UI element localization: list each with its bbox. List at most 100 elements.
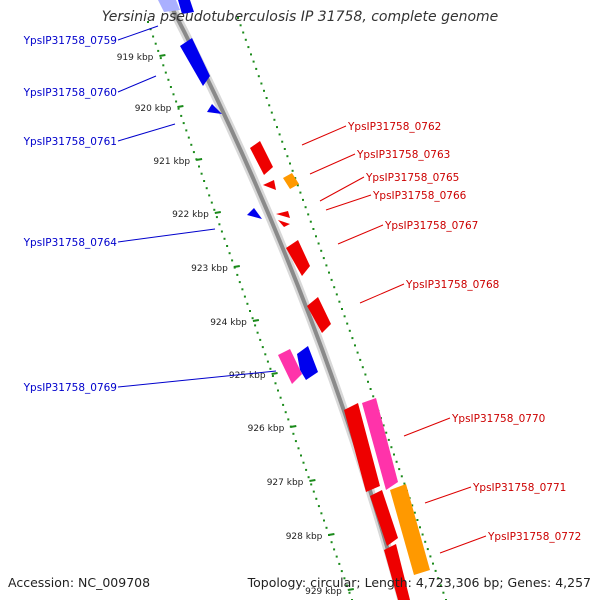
scale-dot <box>265 97 268 99</box>
scale-dot <box>261 346 264 349</box>
scale-dot <box>335 293 338 296</box>
scale-dot <box>385 431 388 434</box>
scale-dot <box>442 591 445 594</box>
scale-dot <box>297 447 300 450</box>
scale-dot <box>341 308 343 310</box>
scale-dot <box>310 483 313 486</box>
gene-label-ypsip31758_0767: YpsIP31758_0767 <box>384 220 478 232</box>
scale-dot <box>157 49 160 52</box>
scale-dot <box>345 584 348 587</box>
scale-dot <box>256 331 259 334</box>
scale-dot <box>395 460 398 463</box>
scale-dot <box>278 133 281 136</box>
scale-dot <box>263 89 265 92</box>
scale-dot <box>259 338 262 341</box>
gene-leader-line <box>117 25 159 41</box>
kbp-tick-mark <box>328 533 335 536</box>
scale-dot <box>177 107 180 110</box>
scale-dot <box>398 468 401 471</box>
scale-dot <box>279 396 282 399</box>
kbp-tick-label: 927 kbp <box>267 478 304 488</box>
scale-dot <box>429 555 432 558</box>
scale-dot <box>149 28 152 31</box>
kbp-tick-label: 928 kbp <box>286 532 323 542</box>
gene-leader-line <box>309 153 356 175</box>
scale-dot <box>228 252 231 255</box>
gene-label-ypsip31758_0760: YpsIP31758_0760 <box>23 87 117 99</box>
scale-dot <box>252 60 255 63</box>
scale-dot <box>351 337 354 340</box>
scale-dot <box>294 440 297 443</box>
scale-dot <box>333 548 336 551</box>
kbp-tick-label: 923 kbp <box>191 264 228 274</box>
scale-dot <box>152 35 155 38</box>
gene-ypsip31758-0762 <box>250 141 273 175</box>
scale-dot <box>250 53 252 56</box>
scale-dot <box>220 230 223 233</box>
scale-dot <box>287 418 290 421</box>
scale-dot <box>147 21 149 23</box>
scale-dot <box>198 165 200 168</box>
scale-dot <box>185 129 188 132</box>
scale-dot <box>302 461 305 464</box>
scale-dot <box>175 100 178 103</box>
gene-ypsip31758-0760 <box>180 38 210 86</box>
gene-ypsip31758-0772-b <box>384 544 410 600</box>
gene-leader-line <box>424 486 472 504</box>
scale-dot <box>241 288 244 291</box>
scale-dot <box>400 475 403 478</box>
scale-dot <box>317 242 320 245</box>
scale-dot <box>343 315 346 318</box>
scale-dot <box>346 322 349 325</box>
kbp-tick-mark <box>159 54 166 57</box>
gene-label-ypsip31758_0764: YpsIP31758_0764 <box>23 237 118 249</box>
scale-dot <box>257 75 260 78</box>
scale-dot <box>239 24 242 27</box>
scale-dot <box>246 302 249 305</box>
scale-dot <box>180 114 183 117</box>
scale-dot <box>315 497 318 500</box>
scale-dot <box>274 382 277 385</box>
scale-dot <box>304 206 307 209</box>
gene-pink-pseudo <box>278 349 302 384</box>
scale-dot <box>210 201 213 204</box>
topology-label: Topology: circular; Length: 4,723,306 bp… <box>247 575 591 590</box>
scale-dot <box>251 317 254 320</box>
scale-dot <box>421 533 424 536</box>
gene-leader-line <box>117 123 176 142</box>
scale-dot <box>244 38 247 41</box>
scale-dot <box>270 111 273 114</box>
kbp-tick-label: 929 kbp <box>305 587 342 597</box>
scale-dot <box>255 67 258 70</box>
gene-ypsip31758-0770-b <box>362 398 398 490</box>
scale-dot <box>159 57 162 60</box>
outer-scale-line <box>237 17 447 600</box>
scale-dot <box>317 505 320 508</box>
scale-dot <box>333 286 336 289</box>
scale-dot <box>372 395 375 398</box>
scale-dot <box>338 300 341 303</box>
gene-ypsip31758-0763 <box>283 173 299 189</box>
scale-dot <box>249 310 251 312</box>
kbp-tick-label: 920 kbp <box>135 104 172 114</box>
scale-dot <box>320 512 323 515</box>
scale-dot <box>437 577 440 580</box>
scale-dot <box>291 169 294 172</box>
scale-dot <box>348 591 351 594</box>
gene-ypsip31758-0769 <box>297 346 318 380</box>
scale-dot <box>393 453 395 456</box>
scale-dot <box>276 126 278 129</box>
scale-dot <box>237 17 239 19</box>
scale-dot <box>164 71 167 74</box>
scale-dot <box>243 295 246 298</box>
gene-label-ypsip31758_0769: YpsIP31758_0769 <box>23 382 117 394</box>
kbp-tick-label: 922 kbp <box>172 210 209 220</box>
scale-dot <box>354 344 356 347</box>
scale-dot <box>269 367 272 370</box>
scale-dot <box>182 122 185 125</box>
scale-dot <box>323 519 325 522</box>
scale-dot <box>330 278 333 281</box>
scale-dot <box>434 569 437 572</box>
gene-label-ypsip31758_0763: YpsIP31758_0763 <box>356 149 450 161</box>
